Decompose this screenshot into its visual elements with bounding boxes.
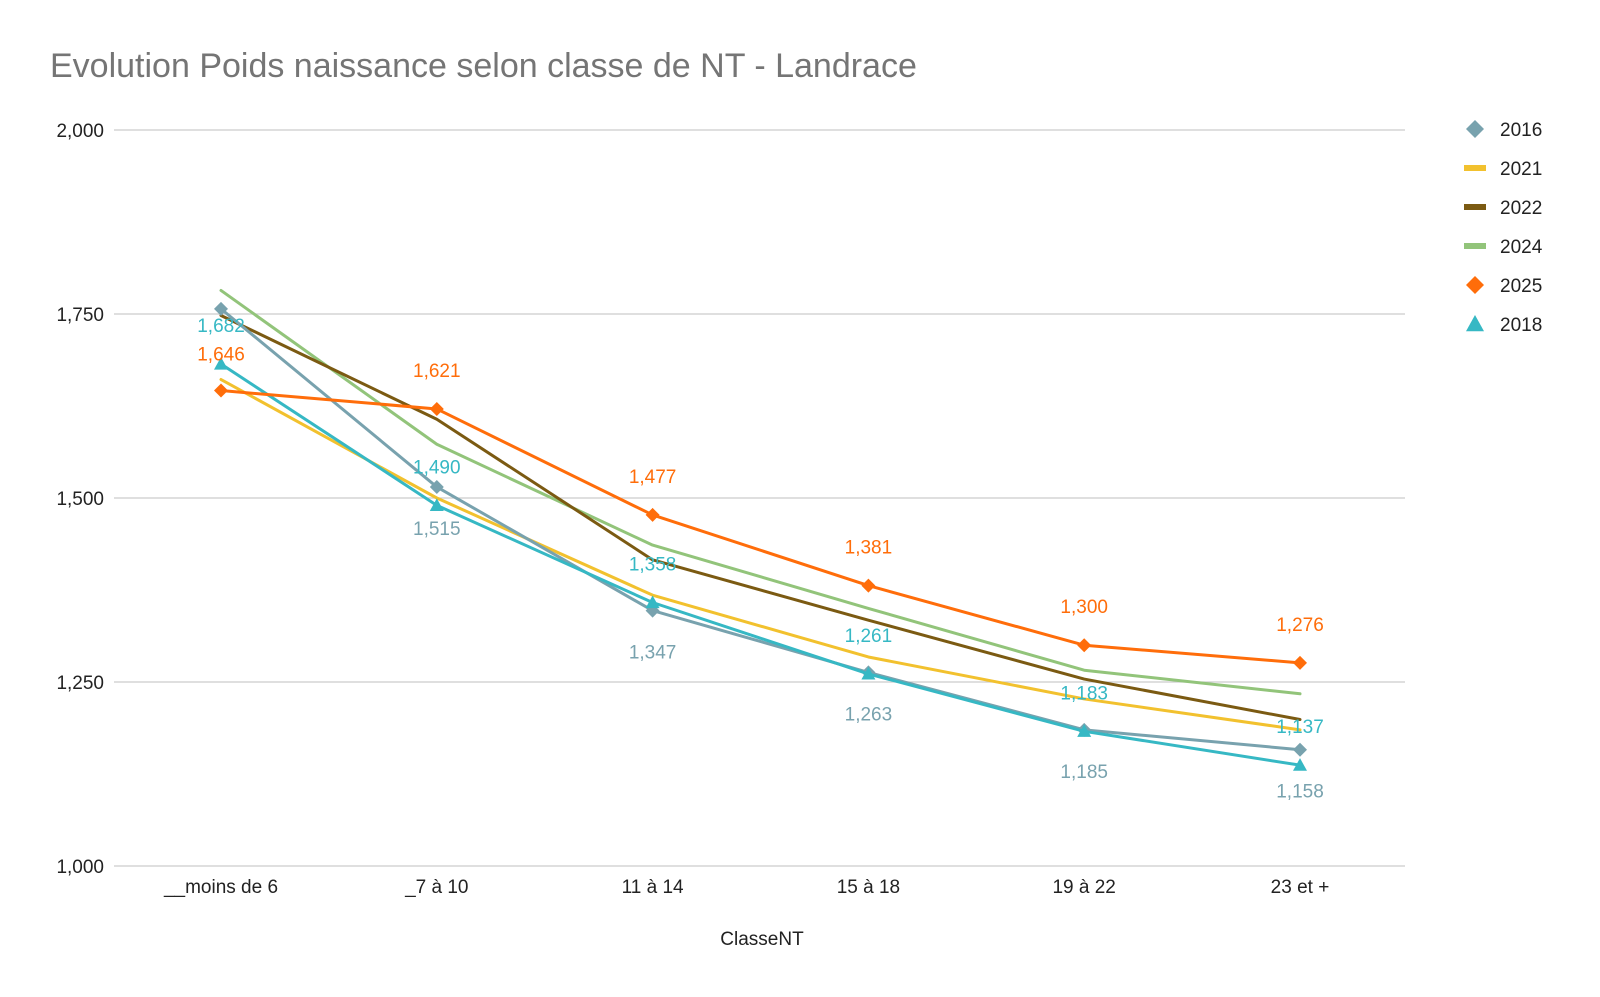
data-label: 1,477 bbox=[629, 467, 677, 488]
x-axis-title: ClasseNT bbox=[720, 929, 804, 950]
series-line bbox=[219, 307, 1302, 752]
legend-label: 2016 bbox=[1500, 120, 1542, 141]
triangle-marker bbox=[1293, 758, 1307, 771]
legend-item-2024[interactable]: 2024 bbox=[1464, 237, 1543, 258]
legend-label: 2018 bbox=[1500, 315, 1542, 336]
y-tick-label: 1,750 bbox=[56, 305, 104, 326]
series-line bbox=[219, 313, 1302, 722]
diamond-marker bbox=[645, 507, 660, 522]
triangle-marker bbox=[1466, 315, 1484, 332]
data-label: 1,158 bbox=[1276, 782, 1324, 803]
series-2022 bbox=[219, 313, 1302, 722]
data-label: 1,276 bbox=[1276, 615, 1324, 636]
data-label: 1,185 bbox=[1060, 762, 1108, 783]
chart-title: Evolution Poids naissance selon classe d… bbox=[50, 47, 917, 85]
legend-item-2022[interactable]: 2022 bbox=[1464, 198, 1542, 219]
x-tick-label: 19 à 22 bbox=[1052, 877, 1115, 898]
legend-label: 2025 bbox=[1500, 276, 1542, 297]
x-tick-label: 23 et + bbox=[1271, 877, 1330, 898]
y-tick-label: 2,000 bbox=[56, 121, 104, 142]
diamond-marker bbox=[214, 301, 228, 316]
series-lines bbox=[214, 288, 1307, 771]
diamond-marker bbox=[1293, 655, 1307, 670]
legend-item-2016[interactable]: 2016 bbox=[1466, 120, 1542, 141]
diamond-marker bbox=[214, 383, 228, 398]
legend-swatch bbox=[1464, 243, 1486, 249]
diamond-marker bbox=[1293, 742, 1307, 757]
series-line bbox=[219, 362, 1302, 767]
series-2018 bbox=[214, 357, 1307, 771]
data-labels: 1,515 1,347 1,263 1,185 1,158 1,646 1,621 1,477… bbox=[197, 316, 1324, 803]
y-axis-ticks: 1,000 1,250 1,500 1,750 2,000 bbox=[56, 121, 104, 878]
series-2016 bbox=[214, 301, 1307, 757]
series-line bbox=[219, 378, 1302, 732]
y-tick-label: 1,250 bbox=[56, 673, 104, 694]
legend-label: 2021 bbox=[1500, 159, 1542, 180]
triangle-marker bbox=[861, 666, 876, 680]
legend-label: 2022 bbox=[1500, 198, 1542, 219]
diamond-marker bbox=[1077, 638, 1092, 653]
legend-label: 2024 bbox=[1500, 237, 1543, 258]
data-label: 1,381 bbox=[845, 538, 893, 559]
gridlines bbox=[114, 129, 1405, 867]
diamond-marker bbox=[429, 479, 444, 494]
y-tick-label: 1,000 bbox=[56, 857, 104, 878]
triangle-marker bbox=[645, 595, 660, 609]
data-label: 1,263 bbox=[845, 704, 893, 725]
data-label: 1,646 bbox=[197, 345, 245, 366]
x-tick-label: _7 à 10 bbox=[404, 877, 468, 898]
data-label: 1,358 bbox=[629, 555, 677, 576]
data-label: 1,137 bbox=[1276, 717, 1324, 738]
diamond-marker bbox=[1466, 120, 1484, 138]
diamond-marker bbox=[861, 578, 876, 593]
triangle-marker bbox=[429, 498, 444, 511]
diamond-marker bbox=[1466, 276, 1484, 294]
legend-item-2021[interactable]: 2021 bbox=[1464, 159, 1542, 180]
data-label: 1,347 bbox=[629, 643, 677, 664]
data-label: 1,515 bbox=[413, 519, 461, 540]
series-2021 bbox=[219, 378, 1302, 732]
data-label: 1,621 bbox=[413, 361, 461, 382]
diamond-marker bbox=[429, 401, 444, 416]
legend-item-2018[interactable]: 2018 bbox=[1466, 315, 1542, 336]
legend-swatch bbox=[1464, 204, 1486, 210]
x-tick-label: __moins de 6 bbox=[163, 877, 278, 898]
series-line bbox=[219, 389, 1302, 665]
data-label: 1,682 bbox=[197, 316, 245, 337]
x-tick-label: 11 à 14 bbox=[622, 877, 684, 898]
legend-swatch bbox=[1464, 165, 1486, 171]
data-label: 1,183 bbox=[1060, 683, 1108, 704]
data-label: 1,300 bbox=[1060, 597, 1108, 618]
series-2024 bbox=[219, 288, 1302, 696]
series-line bbox=[219, 288, 1302, 696]
triangle-marker bbox=[214, 357, 228, 370]
x-axis-ticks: __moins de 6 _7 à 10 11 à 14 15 à 18 19 à 22… bbox=[163, 877, 1329, 898]
series-2025 bbox=[214, 383, 1307, 670]
y-tick-label: 1,500 bbox=[56, 489, 104, 510]
data-label: 1,490 bbox=[413, 457, 461, 478]
triangle-marker bbox=[1077, 724, 1092, 737]
legend[interactable]: 2016 2021 2022 2024 2025 2018 bbox=[1464, 120, 1543, 336]
data-label: 1,261 bbox=[845, 626, 893, 647]
x-tick-label: 15 à 18 bbox=[837, 877, 900, 898]
legend-item-2025[interactable]: 2025 bbox=[1466, 276, 1542, 297]
